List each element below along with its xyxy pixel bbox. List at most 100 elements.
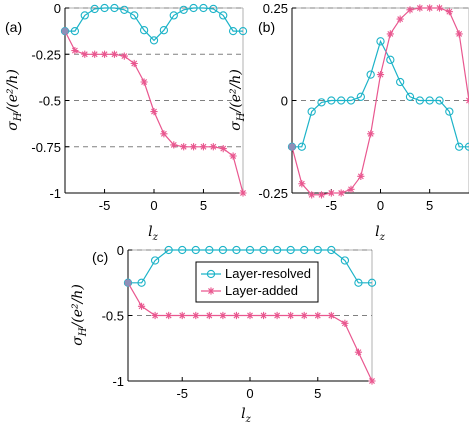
data-point-resolved [346, 96, 356, 105]
x-axis-label: lz [241, 406, 251, 425]
legend-label: Layer-added [225, 283, 298, 298]
data-point-added [308, 191, 316, 199]
data-point-resolved [415, 96, 424, 105]
start-point-marker [61, 27, 69, 35]
data-point-resolved [354, 278, 363, 287]
data-point-added [368, 377, 376, 385]
panel-label: (c) [92, 249, 108, 265]
data-point-resolved [218, 245, 228, 255]
x-tick-label: -5 [176, 386, 188, 401]
data-point-resolved [340, 256, 350, 265]
data-point-added [229, 152, 237, 160]
data-point-added [165, 311, 173, 320]
data-point-added [367, 130, 375, 138]
data-point-resolved [313, 245, 322, 255]
data-point-added [426, 4, 434, 12]
x-axis-label: lz [148, 224, 158, 243]
data-point-resolved [189, 3, 198, 13]
data-point-added [219, 311, 227, 320]
y-tick-label: -0.25 [31, 47, 61, 62]
data-point-added [110, 50, 119, 58]
data-point-added [445, 8, 453, 16]
legend-swatch-marker [207, 287, 215, 295]
y-tick-label: -0.5 [102, 309, 124, 324]
x-tick-label: 5 [426, 198, 433, 213]
data-point-resolved [425, 96, 434, 105]
data-point-resolved [149, 36, 159, 45]
series-added [61, 27, 247, 197]
data-point-added [347, 185, 355, 193]
data-point-added [120, 52, 128, 60]
data-point-resolved [199, 3, 208, 13]
data-point-added [327, 189, 335, 197]
data-point-added [300, 311, 308, 320]
data-point-added [465, 96, 469, 105]
panel-label: (a) [5, 19, 22, 35]
y-tick-label: 0.25 [263, 1, 288, 16]
data-point-resolved [272, 245, 282, 255]
data-point-added [192, 311, 200, 320]
data-point-resolved [259, 245, 268, 255]
data-point-resolved [337, 96, 346, 105]
data-point-resolved [205, 245, 214, 255]
data-point-resolved [80, 11, 89, 20]
y-tick-label: -1 [112, 374, 124, 389]
data-point-added [314, 311, 322, 320]
x-tick-label: -5 [99, 198, 111, 213]
data-point-resolved [120, 5, 129, 14]
data-point-resolved [327, 96, 336, 105]
x-tick-label: 0 [150, 198, 157, 213]
y-axis-label: σH/(e²/h) [5, 69, 24, 131]
start-point-marker [288, 143, 296, 150]
data-point-resolved [139, 26, 149, 35]
x-tick-label: 0 [377, 198, 384, 213]
data-point-resolved [228, 26, 238, 36]
panel-c: -5 0 50-0.5-1(c)lzσH/(e²/h)Layer-resolvedL… [70, 243, 377, 425]
data-point-added [189, 143, 198, 151]
data-point-added [160, 130, 168, 138]
data-point-added [357, 172, 365, 180]
y-tick-label: -0.25 [258, 186, 288, 201]
data-point-resolved [405, 92, 415, 101]
data-point-resolved [209, 4, 218, 14]
y-tick-label: -0.5 [39, 94, 61, 109]
x-axis-label: lz [375, 224, 385, 243]
data-point-added [140, 78, 148, 86]
data-point-resolved [366, 70, 375, 79]
data-point-added [341, 319, 349, 327]
data-point-added [273, 311, 281, 320]
panel-a: -5 0 5 0 -0.25 -0.5 -0.75 -1 (a) lz σH/(e²/h) [5, 1, 248, 243]
data-point-added [137, 302, 146, 310]
start-point-marker [124, 279, 132, 286]
data-point-added [246, 311, 254, 320]
data-point-resolved [297, 142, 306, 151]
data-point-resolved [130, 11, 139, 20]
data-point-resolved [100, 3, 109, 13]
legend-label: Layer-resolved [225, 266, 311, 281]
data-point-resolved [356, 92, 365, 101]
x-tick-label: -5 [326, 198, 338, 213]
data-point-added [81, 50, 89, 58]
data-point-added [151, 311, 159, 320]
data-point-added [406, 6, 414, 14]
data-point-resolved [245, 245, 255, 255]
series-line-resolved [292, 39, 469, 148]
data-point-resolved [164, 245, 173, 255]
data-point-added [317, 191, 326, 199]
data-point-added [239, 189, 247, 197]
series-added [288, 4, 469, 199]
panel-label: (b) [258, 19, 275, 35]
data-point-resolved [307, 107, 316, 116]
y-axis-label: σH/(e²/h) [228, 69, 247, 131]
data-point-added [100, 50, 109, 58]
data-point-resolved [150, 256, 160, 265]
data-point-added [178, 311, 186, 320]
data-point-resolved [191, 245, 200, 255]
data-point-resolved [435, 96, 444, 105]
x-tick-label: 5 [200, 198, 207, 213]
x-tick-label: 5 [314, 386, 321, 401]
y-tick-label: 0 [117, 243, 124, 258]
x-tick-label: 0 [246, 386, 253, 401]
data-point-added [232, 311, 241, 320]
